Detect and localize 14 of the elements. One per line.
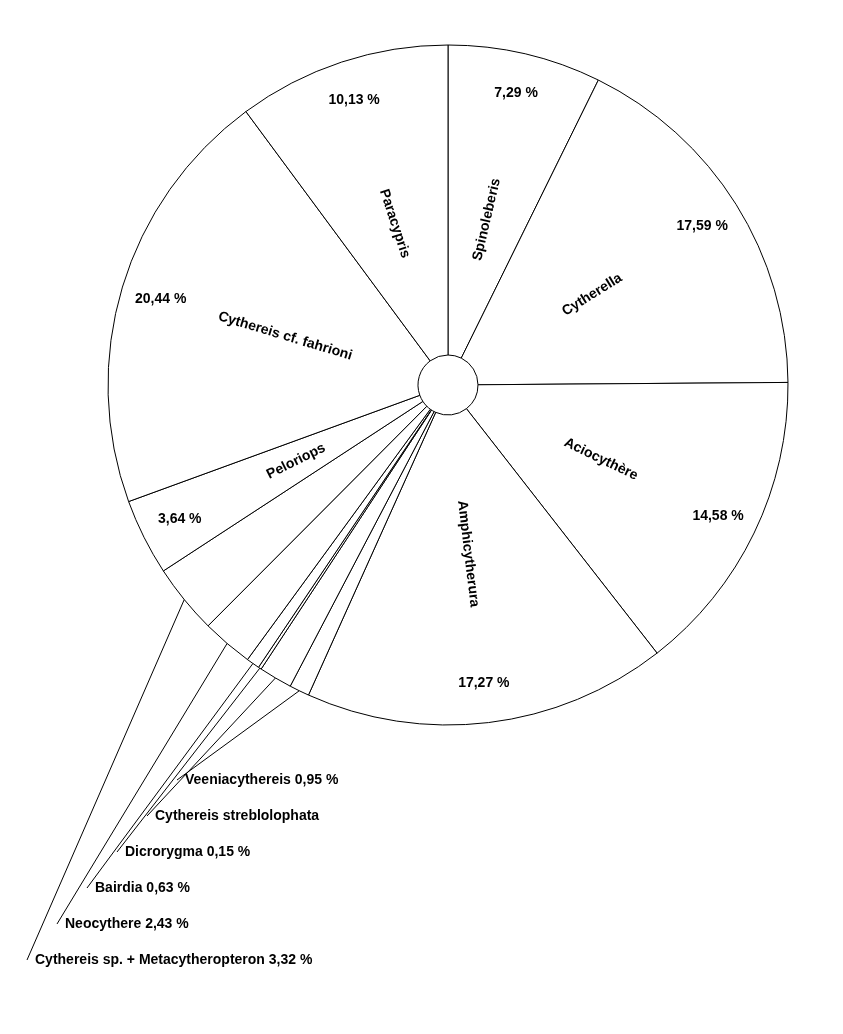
data-label: 17,27 % — [458, 673, 511, 690]
slice-label: Amphicytherura — [454, 499, 484, 609]
data-label: 10,13 % — [328, 91, 381, 108]
data-label: 3,64 % — [157, 510, 203, 527]
slice-label: Veeniacythereis 0,95 % — [185, 771, 339, 787]
data-label: 17,59 % — [676, 216, 729, 233]
slice-label: Cythereis sp. + Metacytheropteron 3,32 % — [35, 951, 313, 967]
slice-label: Dicrorygma 0,15 % — [125, 843, 251, 859]
data-label: 14,58 % — [692, 506, 745, 523]
data-label: 20,44 % — [135, 289, 187, 306]
slice-label: Bairdia 0,63 % — [95, 879, 191, 895]
slice-label: Cythereis streblolophata — [155, 807, 320, 823]
data-label: 7,29 % — [494, 83, 539, 100]
slice-label: Neocythere 2,43 % — [65, 915, 190, 931]
